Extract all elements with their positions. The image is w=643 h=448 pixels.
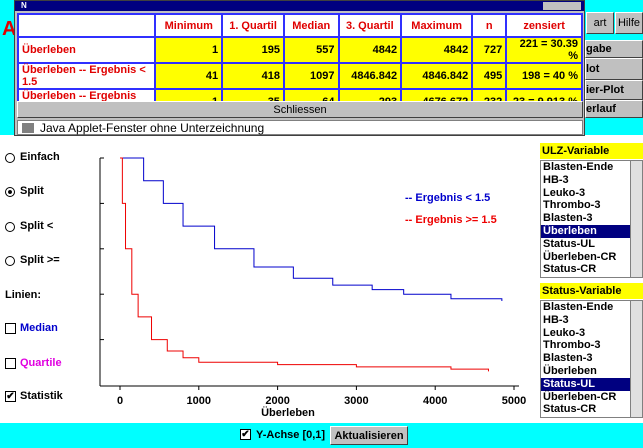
table-cell: Median	[282, 13, 340, 38]
button[interactable]: art	[586, 12, 614, 34]
table-cell: Maximum	[400, 13, 474, 38]
list-item[interactable]: Leuko-3	[543, 186, 586, 199]
list-item[interactable]: Blasten-Ende	[543, 301, 614, 313]
icon	[22, 122, 34, 133]
list-item[interactable]: Status-UL	[543, 237, 595, 250]
list-item[interactable]: Blasten-3	[543, 352, 593, 365]
close-button[interactable]: Schliessen	[17, 101, 583, 118]
radio[interactable]	[5, 153, 15, 163]
scrollbar	[630, 301, 642, 417]
table-cell: 4846.842	[337, 62, 403, 90]
x-tick-label: 2000	[265, 395, 289, 407]
list-item[interactable]: HB-3	[543, 173, 569, 186]
x-tick-label: 0	[117, 395, 123, 407]
table-cell: 4846.842	[400, 62, 474, 90]
checkbox[interactable]: ✔	[240, 429, 251, 440]
table-cell: Überleben -- Ergebnis < 1.5	[16, 62, 157, 90]
table-cell: 198 = 40 %	[505, 62, 583, 90]
table-cell: 1	[154, 36, 224, 64]
x-tick-label: 5000	[502, 395, 526, 407]
table-cell: 41	[154, 62, 224, 90]
list-item[interactable]: Thrombo-3	[543, 339, 601, 352]
table-row: Überleben 1 195 557 4842 4842 727 221 = 30.39 %	[16, 36, 583, 64]
legend-entry: -- Ergebnis < 1.5	[405, 192, 490, 204]
list-title: ULZ-Variable	[540, 143, 643, 159]
legend-entry: -- Ergebnis >= 1.5	[405, 214, 497, 226]
checkbox[interactable]	[5, 358, 16, 369]
side-button[interactable]: gabe	[585, 40, 643, 58]
radio-label: Split >=	[20, 254, 60, 266]
radio-label: Split <	[20, 220, 54, 232]
title-bar: N	[15, 1, 584, 11]
checkbox-label: Y-Achse [0,1]	[256, 429, 326, 441]
checkbox-label: Median	[20, 322, 58, 334]
list-item[interactable]: Überleben-CR	[543, 250, 617, 263]
table-cell: 495	[471, 62, 508, 90]
section-label: Linien:	[5, 289, 42, 301]
list-item[interactable]: Blasten-Ende	[543, 161, 614, 173]
radio-label: Split	[20, 185, 44, 197]
table-cell: 1097	[282, 62, 340, 90]
radio-label: Einfach	[20, 151, 60, 163]
list-item[interactable]: Überleben	[543, 364, 597, 377]
radio[interactable]	[5, 256, 15, 266]
x-tick-label: 1000	[187, 395, 211, 407]
list-item[interactable]: Status-CR	[543, 263, 597, 276]
list-item[interactable]: Status-CR	[543, 403, 597, 416]
table-cell: Minimum	[154, 13, 224, 38]
checkbox[interactable]	[5, 323, 16, 334]
icon: N	[21, 1, 27, 10]
app-title: A	[2, 18, 17, 40]
list-item[interactable]: Status-UL	[541, 377, 642, 391]
list-item[interactable]: Blasten-3	[543, 212, 593, 225]
button[interactable]: Hilfe	[615, 12, 643, 34]
survival-curve	[120, 157, 489, 372]
side-button[interactable]: ier-Plot	[585, 80, 643, 100]
table-row: Überleben -- Ergebnis < 1.5 41 418 1097 4846…	[16, 62, 583, 90]
table-cell: 1. Quartil	[221, 13, 285, 38]
scrollbar	[630, 161, 642, 277]
table-cell: 4842	[337, 36, 403, 64]
checkbox-label: Statistik	[20, 390, 63, 402]
table-cell	[16, 13, 157, 38]
table-cell: 221 = 30.39 %	[505, 36, 583, 64]
side-button[interactable]: erlauf	[585, 100, 643, 118]
list-item[interactable]: Überleben	[541, 224, 642, 238]
table-row: Minimum 1. Quartil Median 3. Quartil Maximum…	[16, 13, 583, 38]
x-tick-label: 4000	[423, 395, 447, 407]
list: Blasten-Ende HB-3 Leuko-3 Thrombo-3 Blasten-…	[540, 300, 643, 418]
table-cell: 557	[282, 36, 340, 64]
list-item[interactable]: Leuko-3	[543, 326, 586, 339]
bottom-bar: ✔ Y-Achse [0,1] Aktualisieren	[0, 423, 643, 448]
table-cell: 727	[471, 36, 508, 64]
side-button[interactable]: lot	[585, 58, 643, 80]
list-item[interactable]: Thrombo-3	[543, 199, 601, 212]
radio[interactable]	[5, 187, 15, 197]
table-cell: n	[471, 13, 508, 38]
radio[interactable]	[5, 222, 15, 232]
checkbox-label: Quartile	[20, 357, 62, 369]
survival-curve	[120, 157, 503, 302]
table-cell: Überleben	[16, 36, 157, 64]
warning-bar: Java Applet-Fenster ohne Unterzeichnung	[17, 120, 583, 135]
chart: Überleben 0.20.40.60.8101000200030004000…	[99, 157, 526, 419]
table-cell: 195	[221, 36, 285, 64]
table-cell: 3. Quartil	[337, 13, 403, 38]
list: Blasten-Ende HB-3 Leuko-3 Thrombo-3 Blasten-…	[540, 160, 643, 278]
list-item[interactable]: Überleben-CR	[543, 390, 617, 403]
list-title: Status-Variable	[540, 283, 643, 299]
table-cell: 4842	[400, 36, 474, 64]
checkbox[interactable]: ✔	[5, 391, 16, 402]
update-button[interactable]: Aktualisieren	[330, 426, 408, 445]
x-axis-label: Überleben	[261, 406, 315, 419]
popup-window: N Minimum 1. Quartil Median 3. Quartil Maxim…	[14, 0, 585, 136]
table-cell: 418	[221, 62, 285, 90]
table-cell: zensiert	[505, 13, 583, 38]
x-tick-label: 3000	[344, 395, 368, 407]
spacer	[0, 135, 643, 143]
window-controls[interactable]	[543, 2, 581, 10]
list-item[interactable]: HB-3	[543, 313, 569, 326]
warning-text: Java Applet-Fenster ohne Unterzeichnung	[40, 120, 265, 135]
